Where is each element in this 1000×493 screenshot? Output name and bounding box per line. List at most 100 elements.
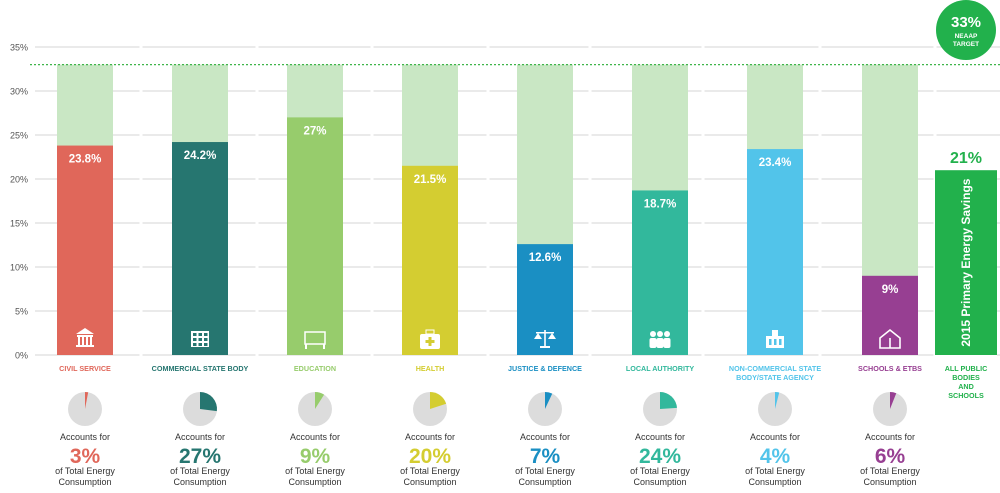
bar-value-label: 23.4% xyxy=(759,157,792,169)
total-vertical-label: 2015 Primary Energy Savings xyxy=(959,178,973,346)
share-value: 27% xyxy=(179,445,221,468)
target-caption: TARGET xyxy=(953,41,979,48)
share-value: 6% xyxy=(875,445,906,468)
column-separator xyxy=(370,30,374,360)
share-caption-top: Accounts for xyxy=(750,432,800,442)
bar xyxy=(172,142,228,355)
institution-icon xyxy=(766,330,784,348)
whiteboard-icon-part xyxy=(305,344,307,349)
share-caption-bottom: of Total Energy xyxy=(745,466,805,476)
pie-slice xyxy=(315,392,325,409)
y-tick-label: 25% xyxy=(10,131,28,141)
category-label: EDUCATION xyxy=(294,364,336,373)
share-caption-top: Accounts for xyxy=(175,432,225,442)
bar xyxy=(57,145,113,355)
bar-value-label: 21.5% xyxy=(414,174,447,186)
scales-icon-part xyxy=(548,333,556,339)
share-caption-bottom: Consumption xyxy=(633,477,686,487)
share-value: 24% xyxy=(639,445,681,468)
category-group: 9% SCHOOLS & ETBS Accounts for 6%of Total E… xyxy=(858,64,922,487)
share-caption-bottom: Consumption xyxy=(863,477,916,487)
category-group: 24.2% COMMERCIAL STATE BODY Accounts for 27… xyxy=(152,64,249,487)
share-caption-bottom: Consumption xyxy=(748,477,801,487)
share-caption-bottom: of Total Energy xyxy=(630,466,690,476)
office-building-icon-part xyxy=(204,333,208,336)
share-caption-bottom: Consumption xyxy=(288,477,341,487)
bar-value-label: 12.6% xyxy=(529,252,562,264)
pie-slice xyxy=(890,392,897,409)
category-group: 21.5% HEALTH Accounts for 20%of Total Energ… xyxy=(400,64,460,487)
institution-icon-part xyxy=(779,339,782,345)
category-group: 23.8% CIVIL SERVICE Accounts for 3%of Total… xyxy=(55,64,115,487)
medical-kit-icon-part xyxy=(425,340,435,343)
share-caption-bottom: of Total Energy xyxy=(860,466,920,476)
office-building-icon-part xyxy=(198,333,202,336)
scales-icon-part xyxy=(536,332,554,334)
category-label: SCHOOLS & ETBS xyxy=(858,364,922,373)
office-building-icon xyxy=(191,331,209,347)
column-separator xyxy=(818,30,822,360)
people-icon-part xyxy=(657,331,663,337)
government-building-icon xyxy=(76,328,94,347)
category-label: NON-COMMERCIAL STATE xyxy=(729,364,821,373)
pie-slice xyxy=(660,392,677,409)
people-icon-part xyxy=(649,338,657,348)
government-building-icon-part xyxy=(78,337,80,345)
pie-slice xyxy=(545,392,553,409)
pie-slice xyxy=(775,392,780,409)
category-label: CIVIL SERVICE xyxy=(59,364,111,373)
people-icon xyxy=(649,331,671,348)
bar-value-label: 27% xyxy=(303,125,326,137)
whiteboard-icon xyxy=(304,331,326,349)
target-value-label: 33% xyxy=(951,14,981,31)
share-caption-bottom: Consumption xyxy=(518,477,571,487)
share-caption-bottom: Consumption xyxy=(58,477,111,487)
target-circle xyxy=(936,0,996,60)
bar xyxy=(402,165,458,355)
school-icon-part xyxy=(879,328,901,349)
share-caption-bottom: of Total Energy xyxy=(400,466,460,476)
institution-icon-part xyxy=(774,339,777,345)
share-caption-bottom: of Total Energy xyxy=(170,466,230,476)
category-label: JUSTICE & DEFENCE xyxy=(508,364,582,373)
share-caption-top: Accounts for xyxy=(635,432,685,442)
y-tick-label: 0% xyxy=(15,351,28,361)
category-label: HEALTH xyxy=(416,364,445,373)
bar xyxy=(287,117,343,356)
column-separator xyxy=(588,30,592,360)
scales-icon xyxy=(534,330,556,348)
y-tick-label: 5% xyxy=(15,307,28,317)
share-value: 4% xyxy=(760,445,791,468)
category-group: 27% EDUCATION Accounts for 9%of Total Energ… xyxy=(285,64,345,487)
people-icon-part xyxy=(664,331,670,337)
bar-value-label: 23.8% xyxy=(69,154,102,166)
people-icon-part xyxy=(650,331,656,337)
target-caption: NEAAP xyxy=(955,33,978,40)
government-building-icon-part xyxy=(82,337,84,345)
whiteboard-icon-part xyxy=(323,344,325,349)
medical-kit-icon-part xyxy=(425,329,435,335)
bar-value-label: 24.2% xyxy=(184,150,217,162)
share-caption-top: Accounts for xyxy=(405,432,455,442)
y-tick-label: 10% xyxy=(10,263,28,273)
share-caption-bottom: of Total Energy xyxy=(515,466,575,476)
bar xyxy=(747,149,803,355)
total-value-label: 21% xyxy=(950,150,982,167)
y-tick-label: 30% xyxy=(10,87,28,97)
total-category-label: BODIES xyxy=(952,373,980,382)
office-building-icon-part xyxy=(204,343,208,346)
office-building-icon-part xyxy=(198,343,202,346)
share-caption-top: Accounts for xyxy=(865,432,915,442)
government-building-icon-part xyxy=(76,345,94,347)
institution-icon-part xyxy=(769,339,772,345)
y-tick-label: 20% xyxy=(10,175,28,185)
government-building-icon-part xyxy=(86,337,88,345)
share-caption-bottom: of Total Energy xyxy=(55,466,115,476)
people-icon-part xyxy=(663,338,671,348)
pie-slice xyxy=(200,392,217,412)
government-building-icon-part xyxy=(76,328,94,334)
office-building-icon-part xyxy=(193,338,197,341)
